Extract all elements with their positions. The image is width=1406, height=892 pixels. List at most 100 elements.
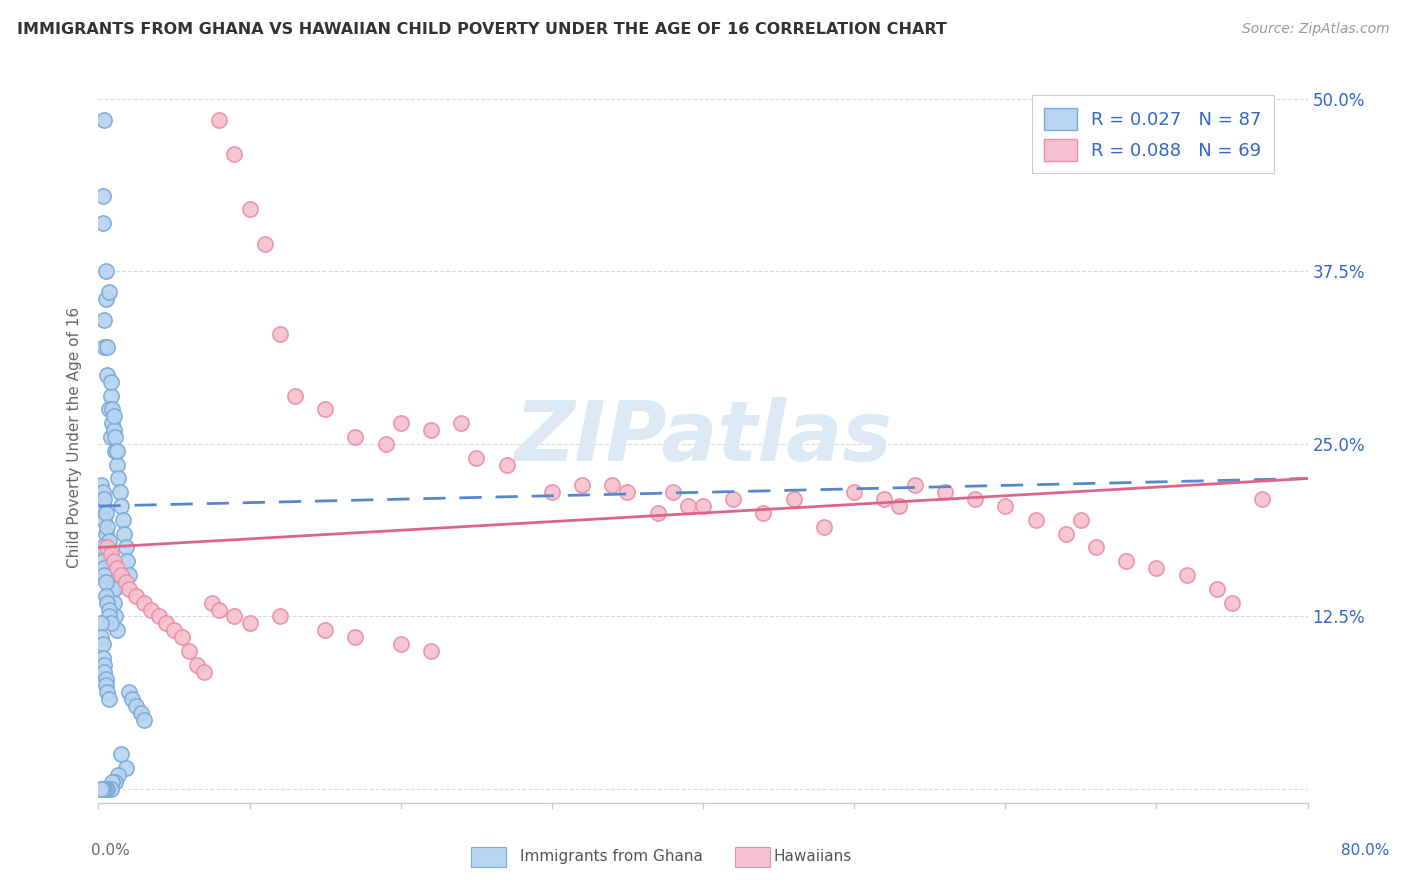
Point [91,541,114,555]
Text: ZIPatlas: ZIPatlas [515,397,891,477]
Point [125,589,148,603]
Point [889,499,911,513]
Y-axis label: Child Poverty Under the Age of 16: Child Poverty Under the Age of 16 [67,307,83,567]
Point [374,437,396,451]
Point [111,513,134,527]
Point [93,513,115,527]
Point [284,389,307,403]
Point [94,264,117,278]
Point [98,533,121,548]
Point [540,485,562,500]
Point [91,651,114,665]
Point [1144,561,1167,575]
Point [1054,526,1077,541]
Point [450,417,472,431]
Point [132,596,155,610]
Point [90,616,112,631]
Point [269,326,291,341]
Point [314,624,336,638]
Point [420,423,443,437]
Point [94,782,117,797]
Point [98,554,121,568]
Point [104,430,127,444]
Point [98,285,121,300]
Point [101,568,124,582]
Point [94,574,117,589]
Point [1220,596,1243,610]
Point [1115,554,1137,568]
Point [224,147,246,161]
Point [118,568,141,582]
Point [90,782,112,797]
Point [1085,541,1108,555]
Point [103,596,125,610]
Point [101,417,124,431]
Point [420,644,443,658]
Point [571,478,593,492]
Point [93,492,115,507]
Point [101,775,124,789]
Point [253,236,276,251]
Point [96,368,118,382]
Text: Source: ZipAtlas.com: Source: ZipAtlas.com [1241,22,1389,37]
Point [107,768,129,782]
Point [112,526,135,541]
Point [647,506,669,520]
Point [90,478,112,492]
Point [96,596,118,610]
Point [965,492,987,507]
Point [904,478,927,492]
Text: 0.0%: 0.0% [91,843,131,858]
Point [96,340,118,354]
Point [93,782,115,797]
Point [114,574,136,589]
Point [94,526,117,541]
Point [93,568,115,582]
Point [91,499,114,513]
Point [90,782,112,797]
Point [314,402,336,417]
Point [873,492,896,507]
Point [125,699,148,714]
Point [1070,513,1092,527]
Point [465,450,488,465]
Point [98,609,121,624]
Legend: R = 0.027   N = 87, R = 0.088   N = 69: R = 0.027 N = 87, R = 0.088 N = 69 [1032,95,1274,173]
Point [155,616,177,631]
Point [103,554,125,568]
Point [110,499,132,513]
Point [783,492,806,507]
Point [104,609,127,624]
Point [224,609,246,624]
Point [94,672,117,686]
Point [148,609,170,624]
Point [179,644,201,658]
Point [105,624,128,638]
Point [141,602,163,616]
Point [170,630,193,644]
Point [107,471,129,485]
Point [101,402,124,417]
Point [93,665,115,679]
Point [104,775,127,789]
Point [1251,492,1274,507]
Point [100,430,122,444]
Point [101,582,124,596]
Point [100,568,122,582]
Point [994,499,1017,513]
Point [93,312,115,326]
Point [344,630,367,644]
Point [91,782,114,797]
Point [94,678,117,692]
Point [723,492,745,507]
Point [108,485,131,500]
Point [93,561,115,575]
Text: 80.0%: 80.0% [1341,843,1389,858]
Point [98,692,121,706]
Point [98,402,121,417]
Text: IMMIGRANTS FROM GHANA VS HAWAIIAN CHILD POVERTY UNDER THE AGE OF 16 CORRELATION : IMMIGRANTS FROM GHANA VS HAWAIIAN CHILD … [17,22,946,37]
Point [96,782,118,797]
Point [103,582,125,596]
Point [186,657,208,672]
Point [661,485,683,500]
